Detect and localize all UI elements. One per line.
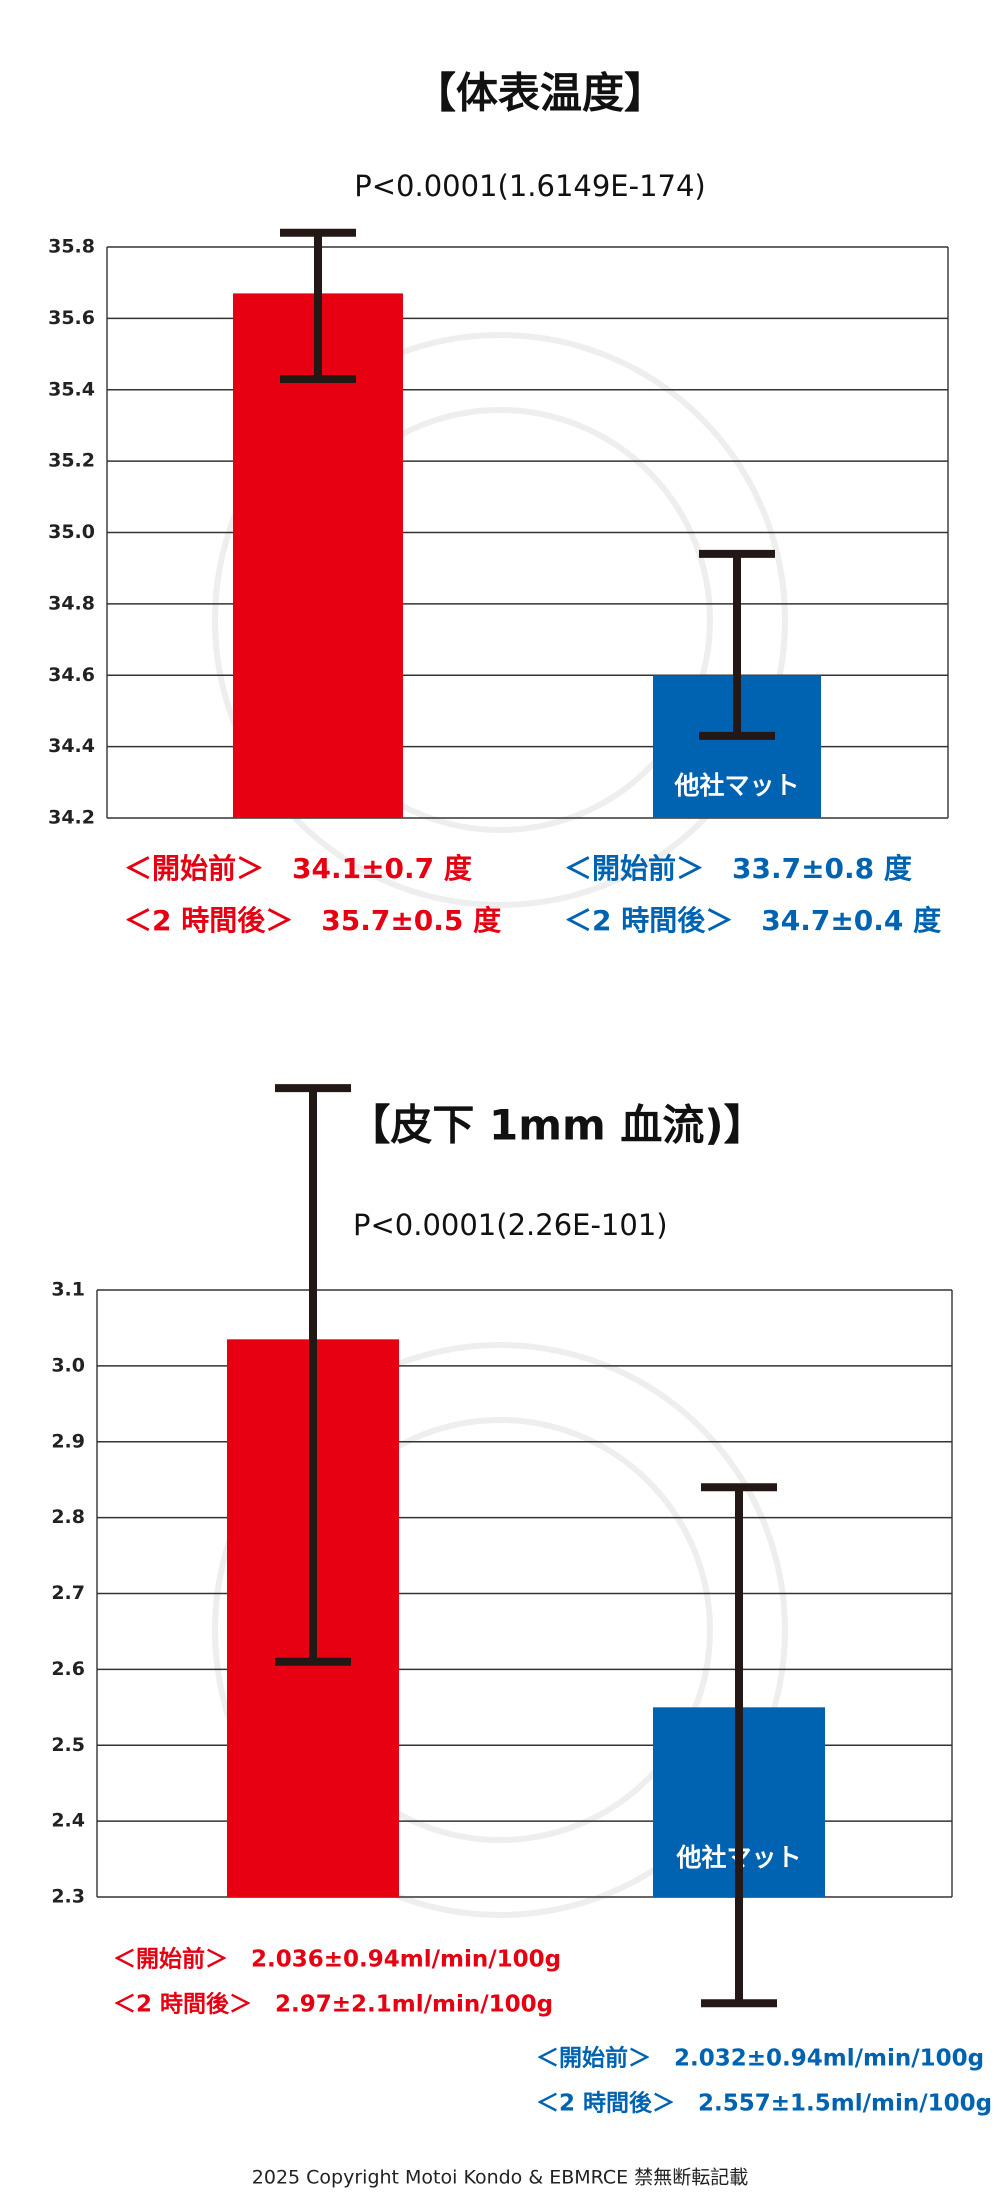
y-tick-label: 2.9 [51,1430,85,1452]
y-tick-label: 2.4 [51,1810,85,1832]
y-tick-label: 2.5 [51,1734,85,1756]
bar-label: 他社マット [673,771,799,800]
y-tick-label: 2.6 [51,1658,85,1680]
chart-subtitle: P<0.0001(1.6149E-174) [354,169,706,203]
y-tick-label: 34.8 [48,592,95,614]
chart-subtitle: P<0.0001(2.26E-101) [353,1208,668,1242]
y-tick-label: 35.6 [48,307,95,329]
annotation: ＜2 時間後＞ 34.7±0.4 度 [564,904,941,937]
chart-title: 【体表温度】 [414,69,666,118]
y-tick-label: 35.2 [48,450,95,472]
footer: 2025 Copyright Motoi Kondo & EBMRCE 禁無断転… [252,2167,748,2189]
annotation: ＜開始前＞ 2.036±0.94ml/min/100g [113,1946,561,1973]
y-tick-label: 34.4 [48,735,95,757]
y-tick-label: 34.2 [48,807,95,829]
y-tick-label: 35.8 [48,236,95,258]
y-tick-label: 35.4 [48,378,95,400]
y-tick-label: 34.6 [48,664,95,686]
annotation: ＜2 時間後＞ 2.97±2.1ml/min/100g [113,1991,553,2018]
annotation: ＜開始前＞ 2.032±0.94ml/min/100g [536,2045,984,2072]
y-tick-label: 2.3 [51,1886,85,1908]
y-tick-label: 3.0 [51,1354,85,1376]
y-tick-label: 35.0 [48,521,95,543]
chart-title: 【皮下 1mm 血流)】 [348,1101,765,1150]
annotation: ＜2 時間後＞ 35.7±0.5 度 [124,904,501,937]
y-tick-label: 2.7 [51,1582,85,1604]
y-tick-label: 3.1 [51,1279,85,1301]
annotation: ＜開始前＞ 34.1±0.7 度 [124,852,472,885]
y-tick-label: 2.8 [51,1506,85,1528]
annotation: ＜開始前＞ 33.7±0.8 度 [564,852,912,885]
annotation: ＜2 時間後＞ 2.557±1.5ml/min/100g [536,2090,992,2117]
